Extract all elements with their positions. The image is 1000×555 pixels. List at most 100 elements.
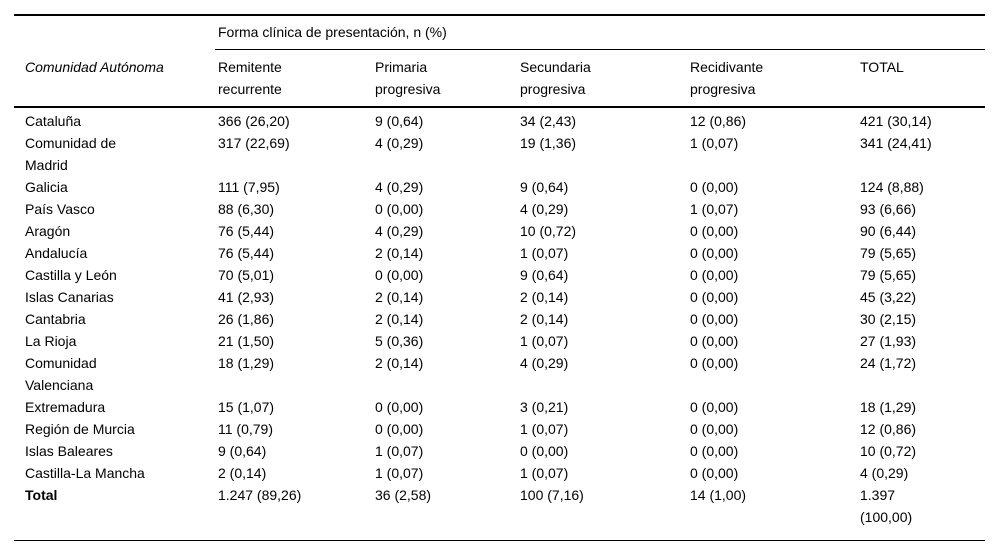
cell-value: 100 (7,16) [517,484,687,541]
cell-value: 1 (0,07) [690,201,739,217]
column-header-primaria: Primaria progresiva [372,49,517,108]
cell-value: 1 (0,07) [520,333,569,349]
table-row: Total 1.247 (89,26) 36 (2,58) 100 (7,16) 14 … [14,484,986,541]
cell-value: 10 (0,72) [860,443,917,459]
cell-value: 317 (22,69) [218,135,290,151]
cell-region-name: Galicia [25,179,68,195]
cell-region-name: Cantabria [25,311,86,327]
table-row: Castilla y León 70 (5,01) 0 (0,00) 9 (0,64)… [14,264,985,286]
cell-region-name: Andalucía [25,245,88,261]
table-row: Castilla-La Mancha 2 (0,14) 1 (0,07) 1 (0,0… [14,462,985,484]
cell-value: 0 (0,00) [375,399,424,415]
cell-value: 0 (0,00) [690,267,739,283]
cell-value: 24 (1,72) [860,355,917,371]
cell-value: 1 (0,07) [520,421,569,437]
cell-value: 88 (6,30) [218,201,275,217]
cell-value: 2 (0,14) [520,289,569,305]
cell-value: 1.397 (100,00) [857,484,986,541]
cell-value: 4 (0,29) [860,465,909,481]
cell-value: 11 (0,79) [218,421,273,437]
cell-region-name: Islas Baleares [25,443,113,459]
cell-value: 2 (0,14) [375,245,424,261]
cell-value: 9 (0,64) [520,179,569,195]
cell-region-name: País Vasco [25,201,95,217]
cell-value: 5 (0,36) [375,333,424,349]
cell-region-name: Islas Canarias [25,289,114,305]
cell-value: 18 (1,29) [218,355,275,371]
cell-region-name: Castilla-La Mancha [25,465,145,481]
cell-value: 30 (2,15) [860,311,917,327]
cell-value: 4 (0,29) [375,135,424,151]
cell-region-name: Aragón [25,223,71,239]
clinical-presentation-table: Forma clínica de presentación, n (%) Com… [14,14,986,541]
table-row: Cataluña 366 (26,20) 9 (0,64) 34 (2,43) 12 (… [14,107,985,132]
cell-value: 15 (1,07) [218,399,275,415]
table-row: Comunidad de Madrid 317 (22,69) 4 (0,29) 19… [14,132,985,176]
cell-value: 4 (0,29) [375,223,424,239]
cell-value: 9 (0,64) [520,267,569,283]
cell-value: 0 (0,00) [690,333,739,349]
cell-region-name: Castilla y León [25,267,117,283]
cell-value: 14 (1,00) [687,484,857,541]
cell-value: 2 (0,14) [375,311,424,327]
column-header-remitente: Remitente recurrente [215,49,372,108]
cell-value: 0 (0,00) [690,355,739,371]
cell-value: 0 (0,00) [690,443,739,459]
cell-value: 90 (6,44) [860,223,917,239]
column-header-recidivante: Recidivante progresiva [687,49,857,108]
cell-value: 36 (2,58) [372,484,517,541]
cell-value: 79 (5,65) [860,245,917,261]
cell-value: 4 (0,29) [375,179,424,195]
cell-value: 45 (3,22) [860,289,917,305]
cell-value: 0 (0,00) [690,179,739,195]
row-header-label: Comunidad Autónoma [14,49,215,108]
cell-value: 4 (0,29) [520,355,569,371]
table-row: Galicia 111 (7,95) 4 (0,29) 9 (0,64) 0 (0,00… [14,176,985,198]
cell-value: 9 (0,64) [218,443,267,459]
cell-region-name: Comunidad Valenciana [25,355,97,393]
cell-value: 93 (6,66) [860,201,917,217]
cell-value: 0 (0,00) [690,311,739,327]
spanner-heading: Forma clínica de presentación, n (%) [215,14,986,50]
cell-region-name: Región de Murcia [25,421,135,437]
cell-value: 41 (2,93) [218,289,275,305]
table-header: Forma clínica de presentación, n (%) Com… [14,14,986,108]
cell-value: 18 (1,29) [860,399,917,415]
table-row: Andalucía 76 (5,44) 2 (0,14) 1 (0,07) 0 (0,0… [14,242,985,264]
column-header-row: Comunidad Autónoma Remitente recurrente … [14,49,986,108]
cell-value: 10 (0,72) [520,223,577,239]
table-row: Aragón 76 (5,44) 4 (0,29) 10 (0,72) 0 (0,00)… [14,220,985,242]
table-body: Cataluña 366 (26,20) 9 (0,64) 34 (2,43) 12 (… [14,107,986,541]
table-row: Cantabria 26 (1,86) 2 (0,14) 2 (0,14) 0 (0,0… [14,308,985,330]
table-row: La Rioja 21 (1,50) 5 (0,36) 1 (0,07) 0 (0,00… [14,330,985,352]
table-row: Islas Canarias 41 (2,93) 2 (0,14) 2 (0,14) 0… [14,286,985,308]
cell-value: 0 (0,00) [375,201,424,217]
cell-region-name: La Rioja [25,333,77,349]
cell-value: 70 (5,01) [218,267,275,283]
cell-value: 0 (0,00) [690,465,739,481]
cell-value: 2 (0,14) [375,289,424,305]
cell-value: 1 (0,07) [375,443,424,459]
cell-value: 2 (0,14) [520,311,569,327]
cell-value: 111 (7,95) [218,179,280,195]
cell-region-name: Total [14,484,215,541]
cell-value: 34 (2,43) [520,113,577,129]
cell-value: 76 (5,44) [218,223,275,239]
cell-value: 12 (0,86) [690,113,747,129]
column-header-secundaria: Secundaria progresiva [517,49,687,108]
cell-value: 2 (0,14) [375,355,424,371]
cell-region-name: Cataluña [25,113,82,129]
cell-value: 341 (24,41) [860,135,932,151]
cell-region-name: Comunidad de Madrid [25,135,117,173]
cell-value: 19 (1,36) [520,135,577,151]
cell-region-name: Extremadura [25,399,106,415]
cell-value: 0 (0,00) [690,245,739,261]
table-row: Región de Murcia 11 (0,79) 0 (0,00) 1 (0,07… [14,418,985,440]
cell-value: 2 (0,14) [218,465,267,481]
table-row: Islas Baleares 9 (0,64) 1 (0,07) 0 (0,00) 0 … [14,440,985,462]
cell-value: 12 (0,86) [860,421,917,437]
cell-value: 124 (8,88) [860,179,924,195]
cell-value: 26 (1,86) [218,311,275,327]
cell-value: 4 (0,29) [520,201,569,217]
